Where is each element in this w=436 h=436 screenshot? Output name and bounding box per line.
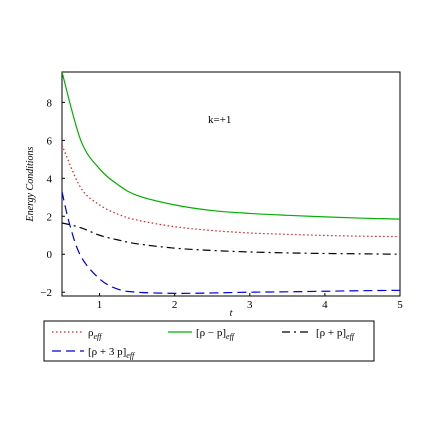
series-line-2 xyxy=(62,72,400,220)
y-axis-label: Energy Conditions xyxy=(25,146,36,222)
x-tick-label: 4 xyxy=(322,299,328,311)
y-tick-label: 4 xyxy=(47,173,53,185)
y-tick-label: −2 xyxy=(40,287,52,299)
annotation-k: k=+1 xyxy=(208,114,231,126)
x-tick-label: 3 xyxy=(247,299,253,311)
plot-frame xyxy=(61,71,401,297)
x-tick-label: 1 xyxy=(97,299,103,311)
x-axis-label: t xyxy=(230,308,233,319)
series-line-1 xyxy=(62,144,400,238)
y-tick-label: 0 xyxy=(47,249,53,261)
legend-label-2: [ρ − p]eff xyxy=(196,327,236,341)
legend-label-1: ρeff xyxy=(88,327,103,341)
x-tick-label: 5 xyxy=(397,299,403,311)
axis-ticks: −2 0 2 4 6 8 1 2 3 4 5 xyxy=(40,97,403,311)
y-tick-label: 2 xyxy=(47,211,53,223)
y-tick-label: 8 xyxy=(47,97,53,109)
legend-box xyxy=(43,320,375,362)
series-line-3 xyxy=(62,222,400,255)
x-tick-label: 2 xyxy=(172,299,178,311)
y-tick-label: 6 xyxy=(47,135,53,147)
legend-label-3: [ρ + p]eff xyxy=(316,327,356,341)
legend: ρeff [ρ − p]eff [ρ + p]eff [ρ + 3 p]eff xyxy=(43,320,375,362)
legend-label-4: [ρ + 3 p]eff xyxy=(88,346,136,360)
series-lines xyxy=(62,72,400,294)
series-line-4 xyxy=(62,191,400,294)
